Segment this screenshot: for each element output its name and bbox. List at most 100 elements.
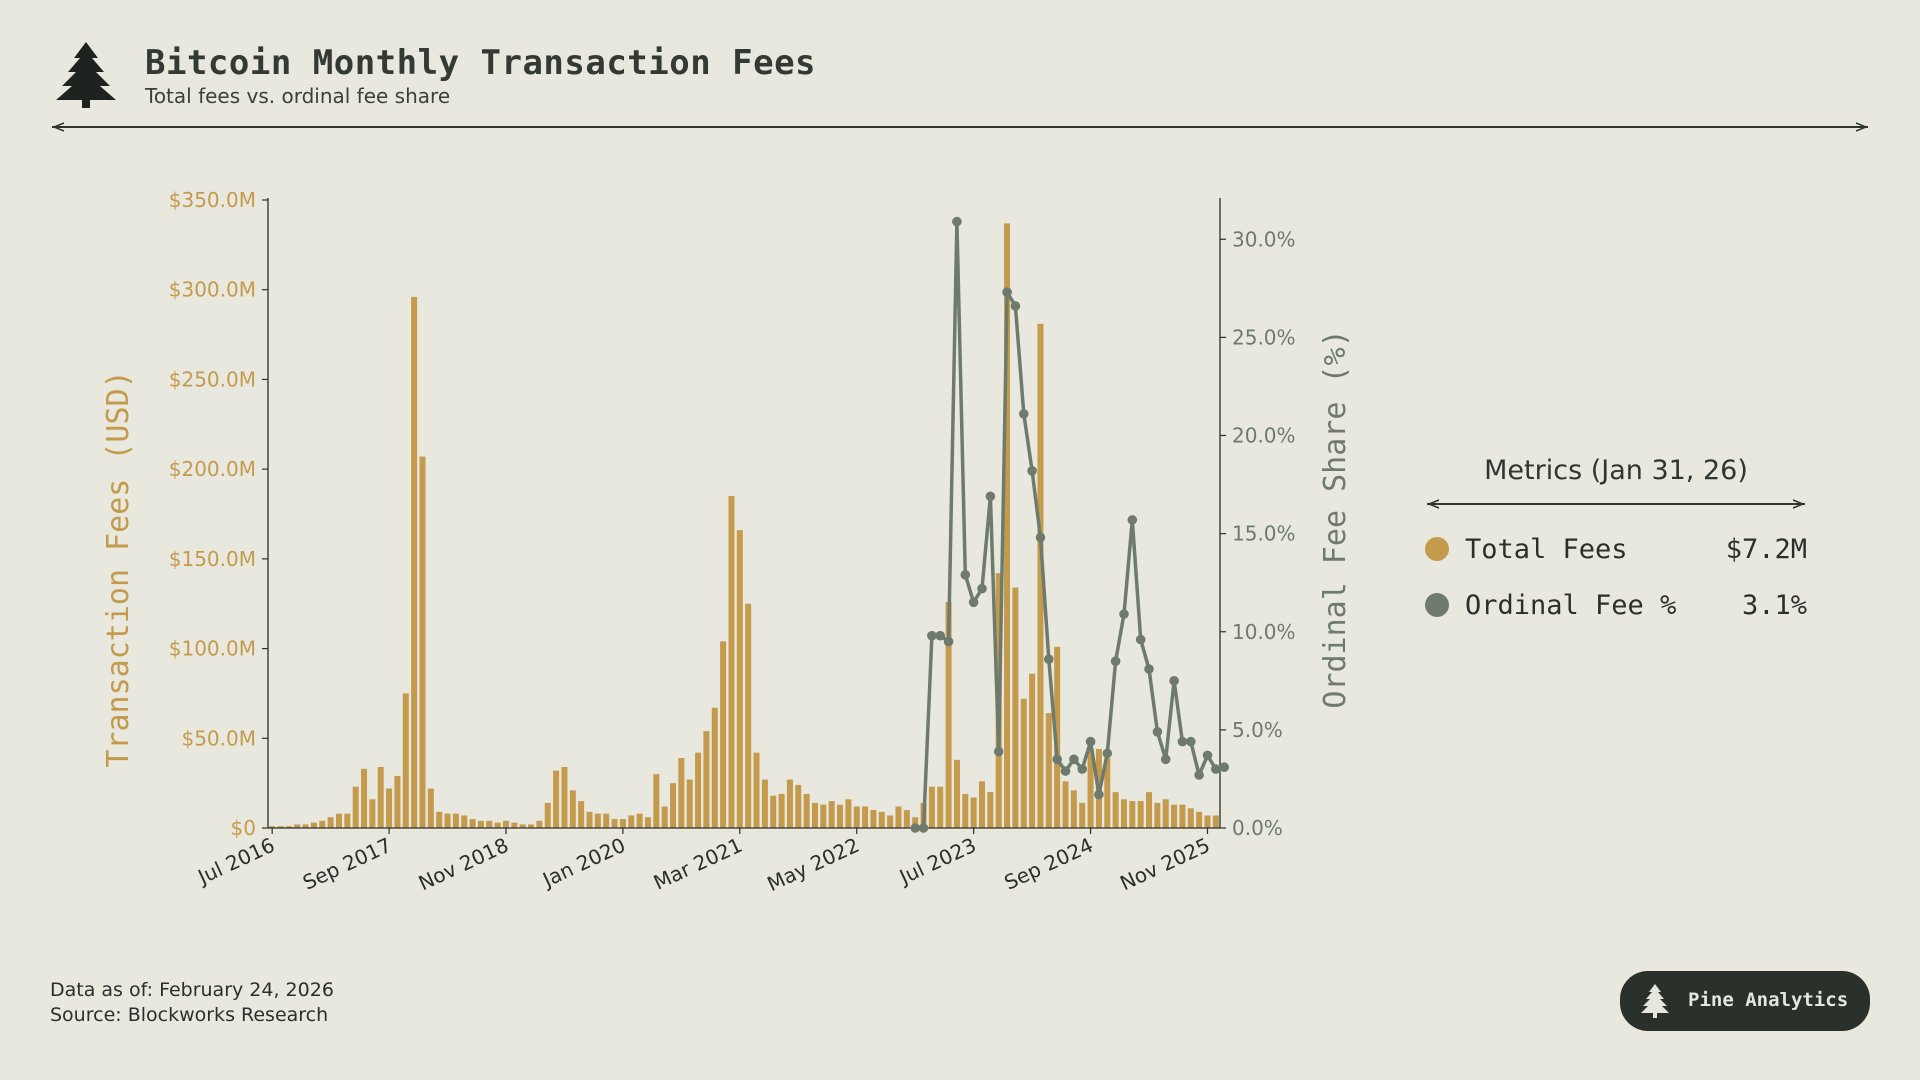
fee-bar	[845, 799, 852, 828]
y-left-tick-label: $200.0M	[169, 457, 256, 481]
fee-bar	[302, 824, 309, 828]
ordinal-share-point	[1186, 736, 1196, 747]
fee-bar	[1137, 801, 1144, 828]
fee-bar	[502, 820, 509, 828]
fee-bar	[1037, 323, 1044, 828]
fee-bar	[953, 759, 960, 828]
fee-bar	[519, 824, 526, 828]
fee-bar	[903, 810, 910, 828]
ordinal-share-point	[1069, 754, 1079, 765]
x-tick-label: Jul 2016	[193, 833, 279, 890]
ordinal-share-point	[1085, 736, 1096, 747]
fee-bar	[1112, 792, 1119, 828]
fee-bar	[636, 813, 643, 828]
ordinal-share-point	[935, 630, 945, 641]
fee-bar	[436, 811, 443, 828]
fee-bar	[1171, 804, 1178, 828]
fee-bar	[319, 820, 326, 828]
metric-value: $7.2M	[1725, 533, 1807, 565]
footer: Data as of: February 24, 2026 Source: Bl…	[50, 978, 334, 1028]
fee-bar	[486, 820, 493, 828]
y-left-tick-label: $350.0M	[169, 188, 256, 212]
fee-bar	[277, 826, 284, 828]
ordinal-share-point	[1027, 466, 1037, 476]
y-right-tick-label: 5.0%	[1232, 718, 1283, 742]
fee-bar	[594, 813, 601, 828]
ordinal-share-point	[1152, 727, 1163, 737]
ordinal-share-point	[985, 491, 996, 502]
fee-bar	[419, 456, 426, 828]
fee-bar	[561, 766, 568, 828]
y-right-tick-label: 10.0%	[1232, 620, 1296, 644]
ordinal-share-point	[1219, 762, 1229, 772]
metrics-title: Metrics (Jan 31, 26)	[1484, 455, 1748, 486]
x-tick-label: Mar 2021	[650, 833, 746, 895]
fee-bar	[1104, 758, 1111, 828]
fee-bar	[803, 793, 810, 828]
x-tick-label: Jul 2023	[894, 833, 980, 890]
fee-bar	[361, 768, 368, 828]
fee-bar	[912, 817, 919, 828]
fee-bar	[895, 806, 902, 828]
brand-badge: Pine Analytics	[1620, 971, 1870, 1031]
x-tick-label: Sep 2024	[1000, 833, 1096, 895]
metrics-panel: Metrics (Jan 31, 26) Total Fees $7.2M Or…	[1425, 455, 1807, 633]
ordinal-share-point	[1135, 634, 1146, 645]
fee-bar	[1045, 713, 1052, 828]
fee-bar	[736, 530, 743, 828]
fee-bar	[1129, 801, 1136, 828]
fee-bar	[1087, 749, 1094, 828]
fee-bar	[1062, 781, 1069, 828]
y-left-tick-label: $250.0M	[169, 367, 256, 391]
ordinal-share-point	[1077, 764, 1087, 774]
y-right-tick-label: 0.0%	[1232, 816, 1283, 840]
fee-bar	[878, 811, 885, 828]
fee-bar	[335, 813, 342, 828]
x-tick-label: Sep 2017	[299, 833, 395, 895]
fee-bar	[1020, 698, 1027, 828]
fee-bar	[1212, 815, 1219, 828]
fee-bar	[1029, 673, 1036, 828]
metric-value: 3.1%	[1741, 589, 1807, 621]
chart-labels: $0 $50.0M $100.0M $150.0M $200.0M $250.0M $300…	[101, 188, 1353, 896]
ordinal-share-point	[1160, 754, 1171, 765]
fee-bar	[745, 603, 752, 828]
fee-bar	[753, 752, 760, 828]
fee-bar	[411, 296, 418, 828]
fee-bar	[327, 817, 334, 828]
fee-bar	[553, 770, 560, 828]
ordinal-share-point	[1102, 748, 1113, 759]
ordinal-share-point	[927, 630, 937, 641]
ordinal-share-point	[910, 823, 920, 833]
fee-bar	[369, 799, 376, 828]
fee-bar	[603, 813, 610, 828]
fee-bar	[661, 806, 668, 828]
ordinal-share-point	[943, 636, 954, 647]
fee-bars	[269, 223, 1219, 828]
fee-bar	[1070, 790, 1077, 828]
fee-bar	[269, 826, 276, 828]
y-left-tick-label: $100.0M	[169, 637, 256, 661]
fee-bar	[569, 790, 576, 828]
data-source: Source: Blockworks Research	[50, 1004, 329, 1026]
y-right-tick-label: 15.0%	[1232, 522, 1296, 546]
fee-bar	[987, 792, 994, 828]
fee-bar	[544, 802, 551, 828]
fee-bar	[686, 779, 693, 828]
ordinal-share-point	[918, 823, 929, 833]
fee-bar	[611, 819, 618, 828]
x-tick-label: Nov 2018	[415, 833, 512, 895]
fee-bar	[352, 786, 359, 828]
ordinal-share-point	[1211, 764, 1221, 774]
fee-bar	[811, 802, 818, 828]
fee-bar	[695, 752, 702, 828]
fee-bar	[862, 806, 869, 828]
fee-bar	[461, 815, 468, 828]
fee-bar	[870, 810, 877, 828]
y-right-tick-label: 30.0%	[1232, 227, 1296, 251]
fee-bar	[477, 820, 484, 828]
ordinal-fee-legend-dot	[1425, 593, 1449, 617]
ordinal-share-point	[1169, 676, 1179, 686]
fee-bar	[1162, 799, 1169, 828]
total-fees-legend-dot	[1425, 537, 1449, 561]
